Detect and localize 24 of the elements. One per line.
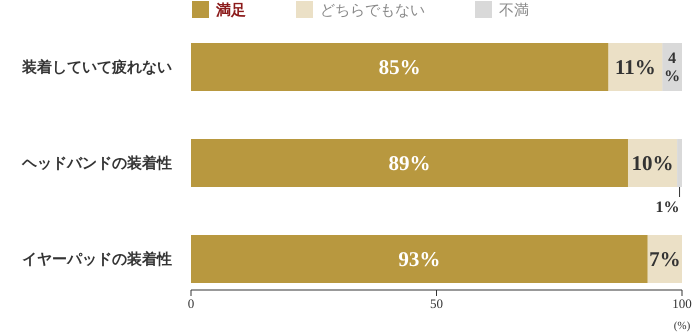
data-label: 1% (656, 199, 680, 216)
data-label: 85% (378, 55, 421, 79)
data-label: 4% (664, 50, 680, 85)
data-label: 10% (632, 151, 674, 175)
x-tick-label: 50 (430, 296, 443, 312)
bar (608, 43, 662, 91)
data-label: 89% (388, 151, 430, 175)
x-axis-title: (%) (674, 320, 691, 332)
x-tick-label: 0 (188, 296, 194, 312)
legend-label: 不満 (499, 2, 529, 19)
y-tick-label: ヘッドバンドの装着性 (21, 154, 172, 172)
x-tick-label: 100 (672, 296, 692, 312)
bar (191, 43, 608, 91)
data-label: 7% (649, 247, 681, 271)
bar (648, 235, 682, 283)
y-tick-label: イヤーパッドの装着性 (22, 250, 172, 268)
data-label: 93% (398, 247, 440, 271)
bar (191, 139, 628, 187)
bar (677, 139, 682, 187)
y-tick-label: 装着していて疲れない (21, 58, 172, 76)
bar (191, 235, 648, 283)
data-label: 11% (614, 55, 656, 79)
legend-label: 満足 (215, 2, 246, 19)
legend-label: どちらでもない (320, 3, 425, 19)
